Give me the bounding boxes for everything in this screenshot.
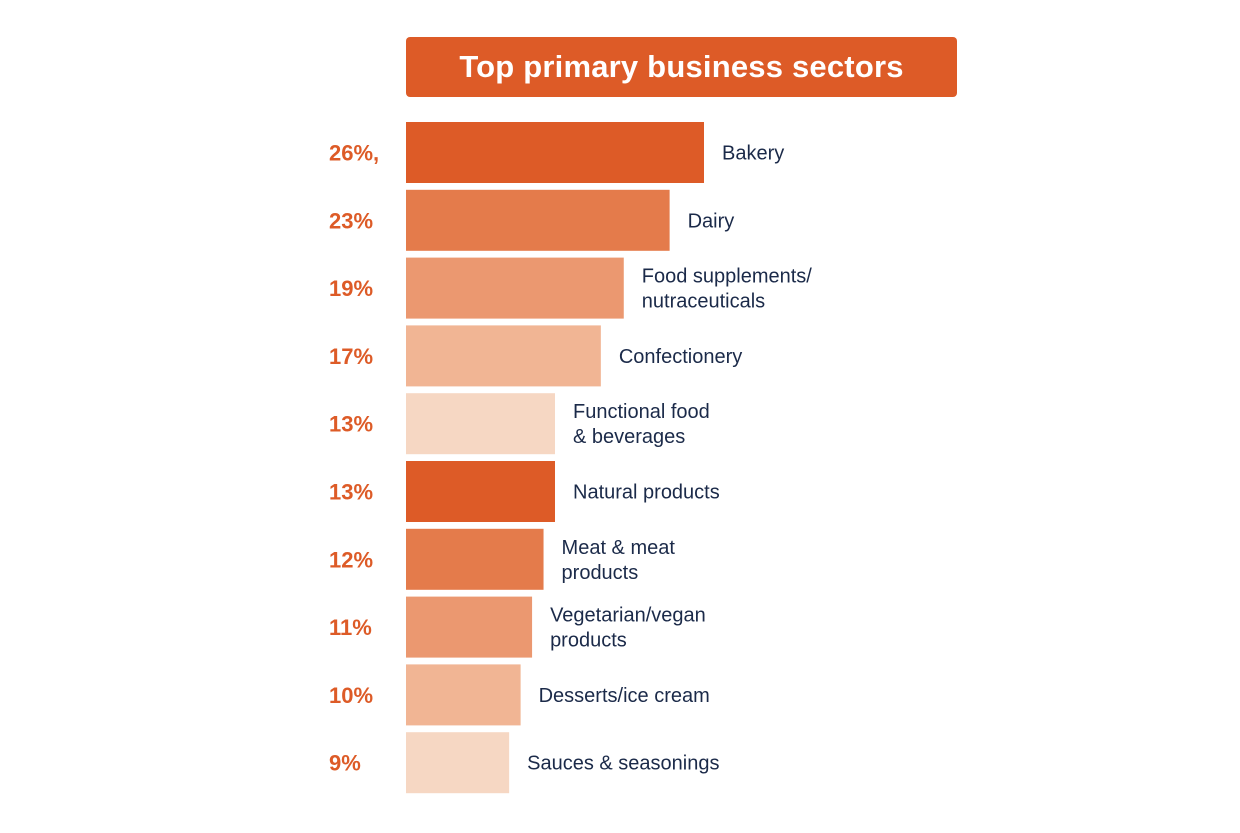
bar-4 (406, 393, 555, 455)
category-label-1: Dairy (688, 210, 735, 232)
value-label-1: 23% (329, 208, 373, 233)
bar-0 (406, 122, 704, 183)
category-label-4: Functional food & beverages (573, 401, 710, 448)
value-label-6: 12% (329, 547, 373, 572)
bar-3 (406, 325, 601, 387)
bar-5 (406, 461, 555, 522)
category-label-6: Meat & meat products (562, 537, 676, 584)
category-label-line: nutraceuticals (642, 291, 765, 313)
category-label-line: Confectionery (619, 346, 742, 368)
category-label-2: Food supplements/nutraceuticals (642, 266, 813, 313)
value-label-0: 26%, (329, 141, 379, 166)
bar-8 (406, 664, 521, 726)
value-label-4: 13% (329, 412, 373, 437)
category-label-line: products (562, 562, 639, 584)
category-label-line: & beverages (573, 426, 685, 448)
value-label-8: 10% (329, 683, 373, 708)
category-label-9: Sauces & seasonings (527, 753, 719, 775)
value-label-2: 19% (329, 276, 373, 301)
value-label-3: 17% (329, 344, 373, 369)
category-label-line: Functional food (573, 401, 710, 423)
category-label-line: Desserts/ice cream (539, 685, 710, 707)
category-label-line: Meat & meat (562, 537, 676, 559)
value-label-7: 11% (329, 615, 372, 640)
category-label-8: Desserts/ice cream (539, 685, 710, 707)
category-label-line: Bakery (722, 143, 784, 165)
category-label-5: Natural products (573, 482, 720, 504)
category-label-line: Food supplements/ (642, 266, 813, 288)
category-label-3: Confectionery (619, 346, 742, 368)
chart-title: Top primary business sectors (459, 49, 904, 84)
bar-9 (406, 732, 510, 794)
bar-6 (406, 528, 544, 590)
category-label-0: Bakery (722, 143, 784, 165)
category-label-7: Vegetarian/vegan products (550, 605, 706, 652)
category-label-line: Vegetarian/vegan (550, 605, 706, 627)
value-label-9: 9% (329, 751, 361, 776)
bar-2 (406, 257, 624, 319)
chart-title-banner: Top primary business sectors (406, 37, 957, 97)
category-label-line: products (550, 630, 627, 652)
category-label-line: Natural products (573, 482, 720, 504)
category-label-line: Dairy (688, 210, 735, 232)
bar-1 (406, 189, 670, 251)
category-label-line: Sauces & seasonings (527, 753, 719, 775)
bar-7 (406, 596, 533, 658)
value-label-5: 13% (329, 480, 373, 505)
